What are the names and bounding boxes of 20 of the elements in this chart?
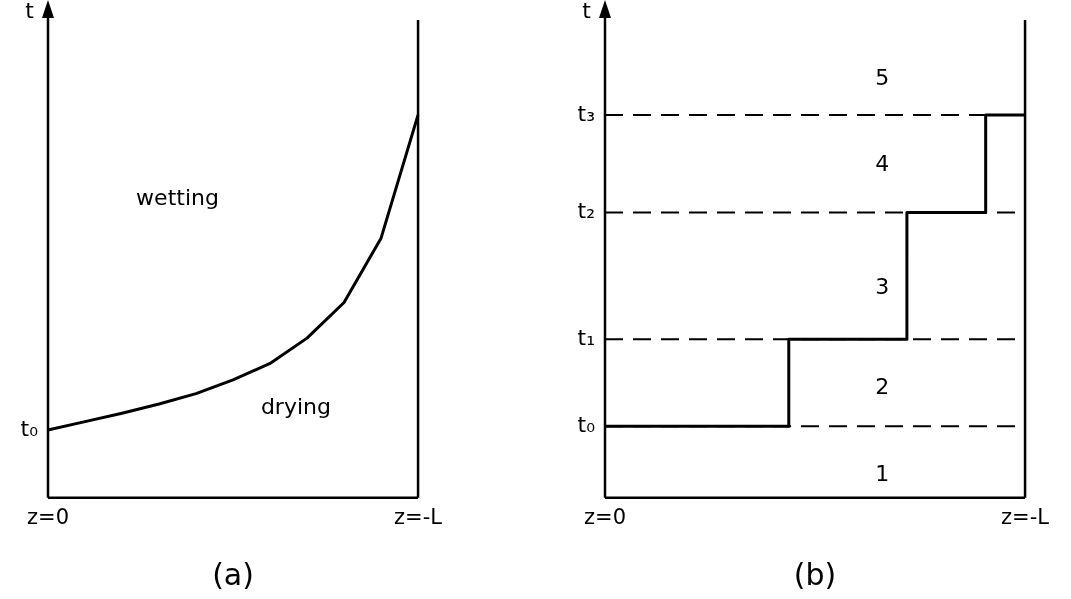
x-tick-label: z=0 — [584, 504, 626, 529]
x-axis-title: (b) — [793, 556, 837, 592]
annotation: drying — [260, 393, 331, 419]
x-tick-label: z=-L — [1001, 504, 1050, 529]
x-tick-label: z=0 — [27, 504, 69, 529]
annotation: t₀ — [20, 415, 39, 441]
ref-line-label: t₀ — [577, 411, 596, 437]
annotation: 2 — [875, 374, 890, 399]
annotation: 4 — [875, 151, 890, 177]
x-tick-label: z=-L — [394, 504, 443, 529]
ref-line-label: t₂ — [577, 198, 595, 224]
annotation: 1 — [875, 461, 890, 487]
x-axis-title: (a) — [212, 556, 254, 592]
text: 5 — [875, 65, 890, 91]
y-axis-title: t — [582, 0, 592, 23]
ref-line-label: t₃ — [577, 100, 595, 126]
annotation: 3 — [875, 274, 890, 300]
ref-line-label: t₁ — [577, 324, 595, 350]
y-axis-title: t — [25, 0, 35, 23]
annotation: wetting — [136, 184, 219, 210]
